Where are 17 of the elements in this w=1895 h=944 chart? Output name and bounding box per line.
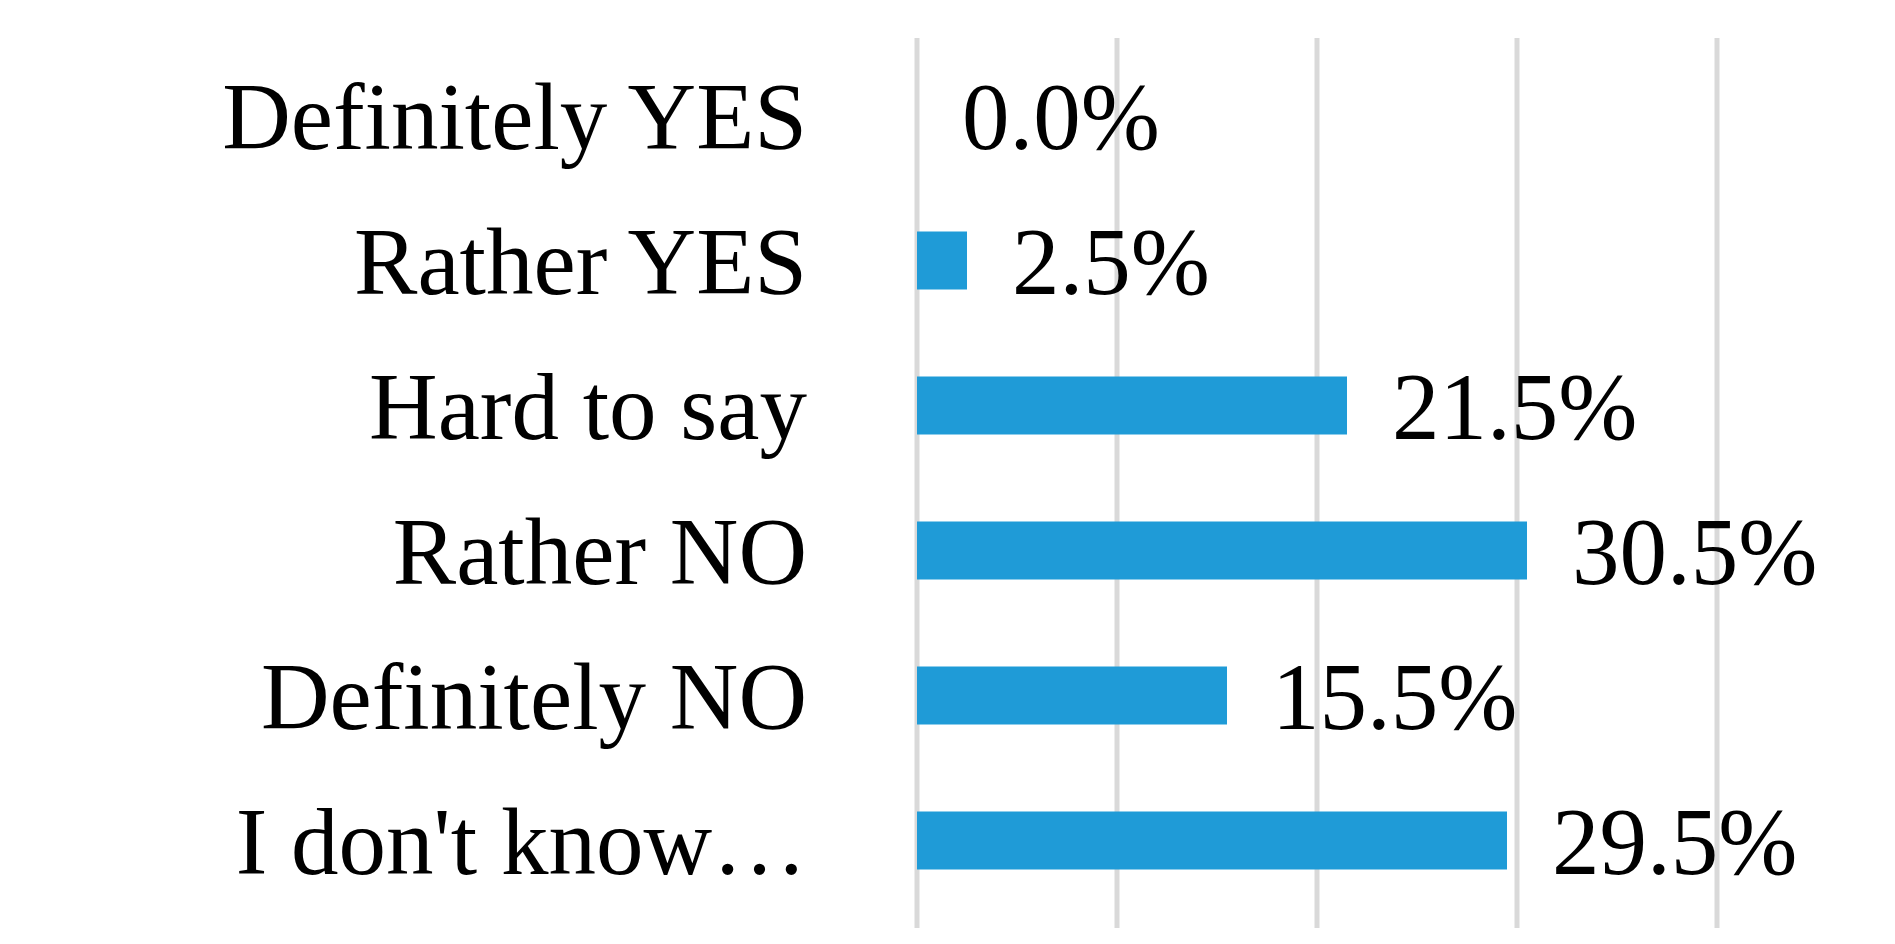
data-label: 21.5% bbox=[1392, 353, 1638, 460]
y-tick-label: Hard to say bbox=[369, 353, 808, 460]
data-label: 29.5% bbox=[1552, 788, 1798, 895]
bar bbox=[917, 811, 1507, 870]
bar bbox=[917, 231, 967, 290]
bar bbox=[917, 376, 1347, 435]
data-label: 2.5% bbox=[1012, 208, 1210, 315]
data-label: 0.0% bbox=[962, 63, 1160, 170]
y-tick-label: I don't know… bbox=[235, 788, 807, 895]
y-tick-label: Definitely NO bbox=[260, 643, 807, 750]
bar bbox=[917, 666, 1227, 725]
y-tick-label: Rather NO bbox=[392, 498, 807, 605]
y-tick-label: Definitely YES bbox=[222, 63, 807, 170]
y-tick-label: Rather YES bbox=[354, 208, 807, 315]
bar bbox=[917, 521, 1527, 580]
data-label: 30.5% bbox=[1572, 498, 1818, 605]
data-label: 15.5% bbox=[1272, 643, 1518, 750]
